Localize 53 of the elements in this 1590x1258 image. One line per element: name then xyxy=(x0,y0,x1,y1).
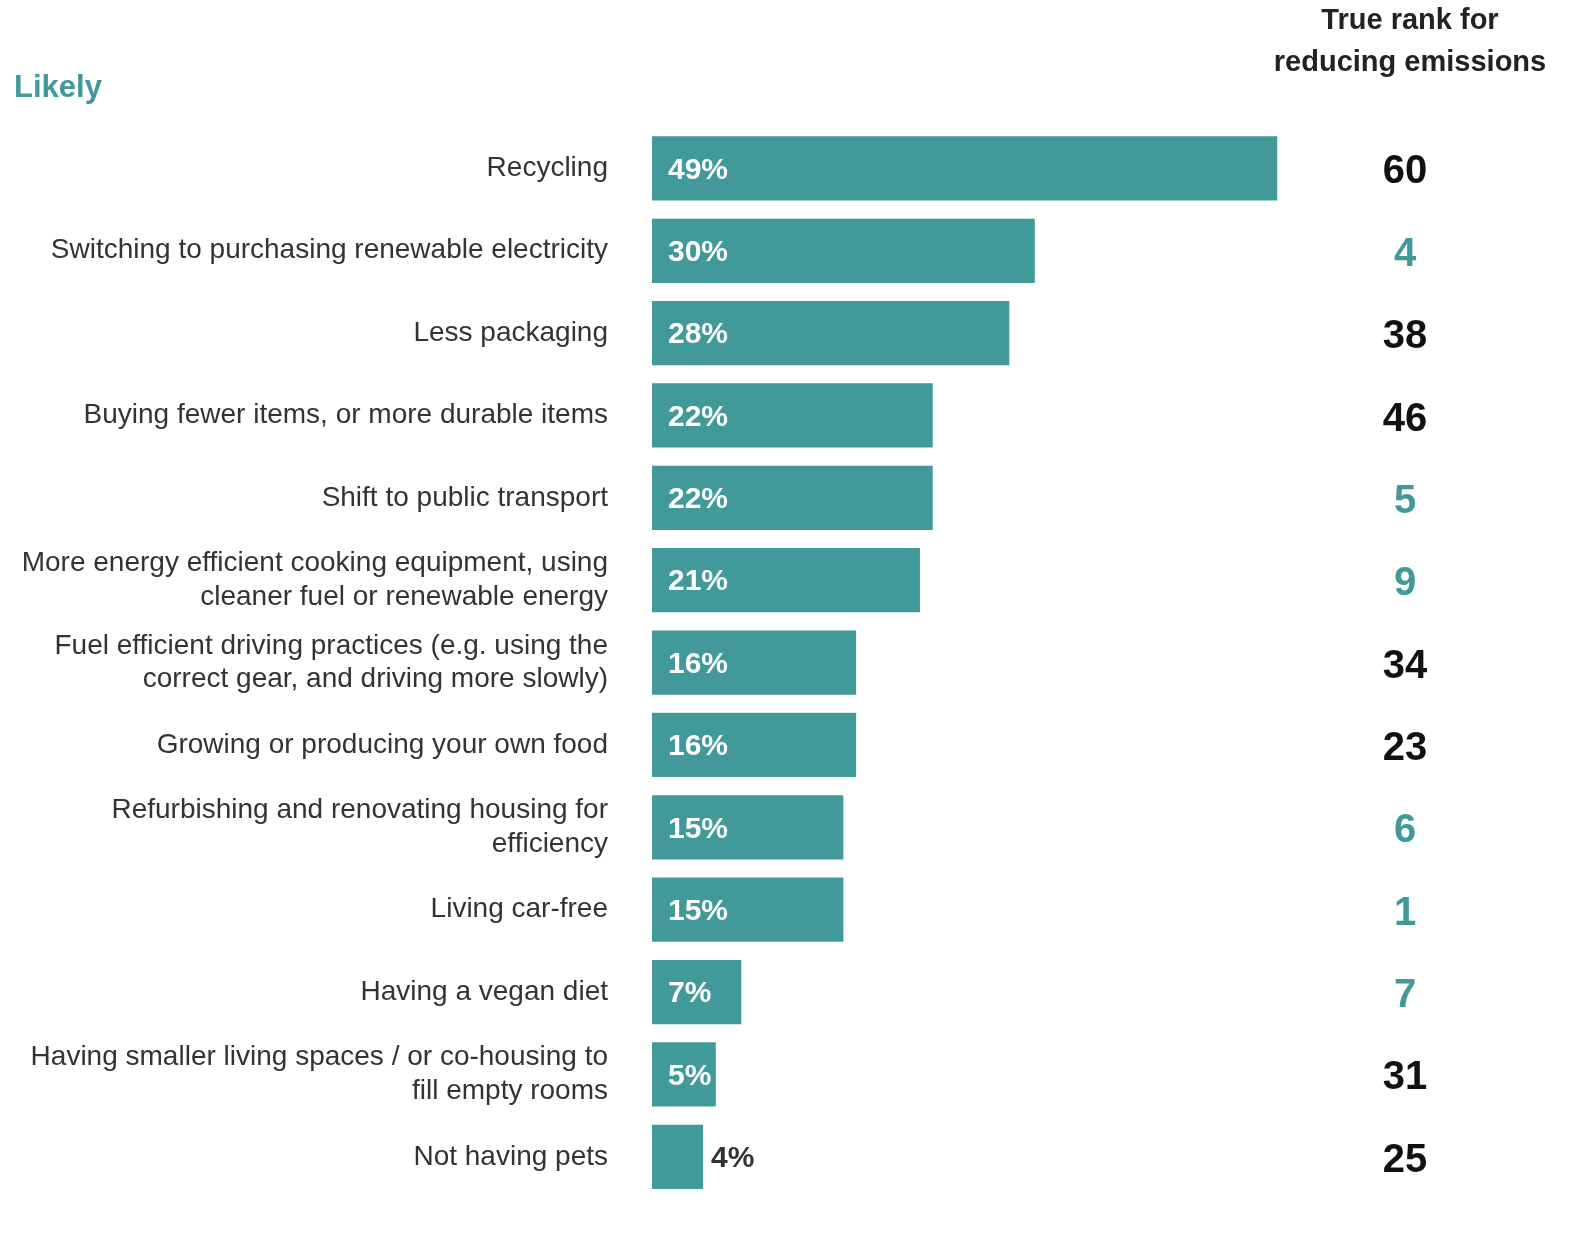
data-label: 22% xyxy=(668,398,729,432)
data-label: 21% xyxy=(668,563,729,597)
data-label: 4% xyxy=(711,1140,755,1174)
text: 46 xyxy=(1382,394,1428,439)
text: 5 xyxy=(1393,476,1417,521)
text: 31 xyxy=(1382,1053,1428,1098)
text: 1 xyxy=(1393,888,1417,933)
text: 4 xyxy=(1393,229,1417,274)
text: 7 xyxy=(1393,971,1417,1016)
bar xyxy=(652,136,1278,201)
data-label: 22% xyxy=(668,481,729,515)
y-tick-label: Fuel efficient driving practices (e.g. using the correct gear, and driving more slowly) xyxy=(54,628,608,694)
data-label: 7% xyxy=(668,975,712,1009)
data-label: 16% xyxy=(668,645,729,679)
bar xyxy=(652,383,933,448)
text: 38 xyxy=(1382,312,1428,357)
data-label: 49% xyxy=(668,151,729,185)
y-tick-label: Shift to public transport xyxy=(321,480,609,512)
y-tick-label: Switching to purchasing renewable electricity xyxy=(50,233,608,265)
bar xyxy=(652,218,1035,283)
y-tick-label: Refurbishing and renovating housing for efficiency xyxy=(111,793,608,858)
y-tick-label: Having a vegan diet xyxy=(360,974,609,1006)
y-tick-label: Not having pets xyxy=(413,1139,608,1171)
text: True rank for reducing emissions xyxy=(1273,2,1547,77)
bar xyxy=(652,548,920,613)
bar xyxy=(652,630,857,695)
y-tick-label: Recycling xyxy=(486,151,608,183)
y-tick-label: More energy efficient cooking equipment, using cleaner fuel or renewable energy xyxy=(21,546,608,611)
text: 23 xyxy=(1382,724,1428,768)
data-label: 15% xyxy=(668,810,729,844)
y-tick-label: Growing or producing your own food xyxy=(156,727,608,759)
text: 34 xyxy=(1382,641,1428,686)
y-tick-label: Buying fewer items, or more durable items xyxy=(83,398,608,430)
bar xyxy=(652,301,1010,366)
data-label: 28% xyxy=(668,316,729,350)
text: 9 xyxy=(1393,559,1417,604)
y-tick-label: Living car-free xyxy=(430,892,608,924)
y-tick-label: Less packaging xyxy=(413,315,608,347)
text: 60 xyxy=(1382,147,1428,192)
bar xyxy=(652,795,844,860)
data-label: 16% xyxy=(668,728,729,762)
data-label: 15% xyxy=(668,892,729,926)
data-label: 5% xyxy=(668,1057,712,1091)
bar xyxy=(652,465,933,530)
bar xyxy=(652,1124,704,1189)
text: 25 xyxy=(1382,1135,1428,1180)
bar xyxy=(652,877,844,942)
y-tick-label: Having smaller living spaces / or co-housing to fill empty rooms xyxy=(30,1040,608,1105)
text: Likely xyxy=(14,69,103,105)
bar xyxy=(652,959,742,1025)
bar xyxy=(652,712,857,778)
text: 6 xyxy=(1393,806,1417,851)
data-label: 30% xyxy=(668,234,729,268)
